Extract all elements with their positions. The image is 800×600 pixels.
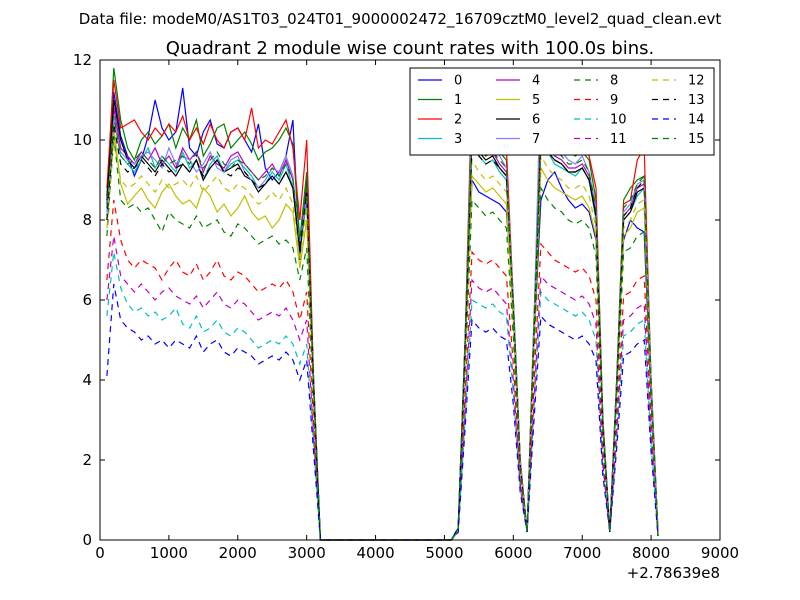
x-tick-label: 8000: [632, 544, 670, 562]
series-line-9: [106, 199, 659, 541]
legend-label-7: 7: [532, 132, 540, 147]
legend-label-1: 1: [454, 93, 462, 108]
legend-label-9: 9: [610, 93, 618, 108]
series-line-15: [106, 115, 659, 541]
y-tick-label: 12: [73, 51, 92, 69]
legend-label-3: 3: [454, 132, 462, 147]
x-tick-label: 9000: [701, 544, 739, 562]
legend-label-13: 13: [688, 93, 705, 108]
legend-label-6: 6: [532, 113, 540, 128]
legend-label-2: 2: [454, 113, 462, 128]
y-tick-label: 10: [73, 131, 92, 149]
x-axis: 0 1000 2000 3000 4000 5000 6000 7000 8000 9000: [95, 60, 739, 562]
legend-label-10: 10: [610, 113, 627, 128]
x-tick-label: 5000: [425, 544, 463, 562]
legend-label-8: 8: [610, 74, 618, 89]
legend-label-14: 14: [688, 113, 705, 128]
x-tick-label: 6000: [494, 544, 532, 562]
y-tick-label: 2: [82, 451, 92, 469]
legend-box: [409, 67, 715, 156]
x-offset-label: +2.78639e8: [627, 564, 720, 582]
x-tick-label: 4000: [356, 544, 394, 562]
y-tick-label: 8: [82, 211, 92, 229]
x-tick-label: 7000: [563, 544, 601, 562]
y-tick-label: 0: [82, 531, 92, 549]
legend-label-12: 12: [688, 74, 705, 89]
x-tick-label: 0: [95, 544, 105, 562]
y-tick-label: 4: [82, 371, 92, 389]
x-tick-label: 1000: [150, 544, 188, 562]
x-tick-label: 2000: [219, 544, 257, 562]
series-line-10: [106, 251, 659, 541]
y-tick-label: 6: [82, 291, 92, 309]
legend-label-0: 0: [454, 74, 462, 89]
legend-label-5: 5: [532, 93, 540, 108]
legend-label-4: 4: [532, 74, 540, 89]
figure-suptitle: Data file: modeM0/AS1T03_024T01_90000024…: [79, 10, 722, 29]
legend-label-15: 15: [688, 132, 705, 147]
chart-title: Quadrant 2 module wise count rates with …: [166, 38, 655, 59]
legend-label-11: 11: [610, 132, 627, 147]
x-tick-label: 3000: [288, 544, 326, 562]
